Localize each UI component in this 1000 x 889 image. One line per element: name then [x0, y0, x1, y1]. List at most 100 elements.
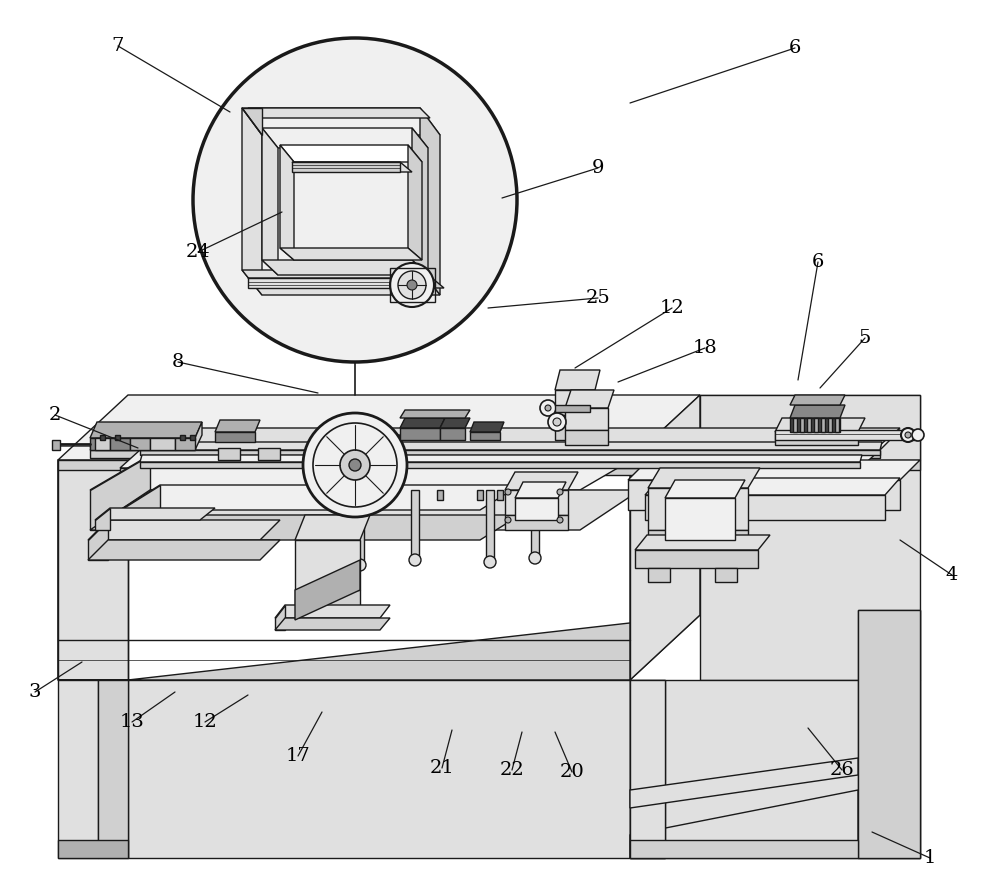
- Text: 5: 5: [859, 329, 871, 347]
- Text: 9: 9: [592, 159, 604, 177]
- Polygon shape: [90, 455, 640, 490]
- Polygon shape: [215, 432, 255, 442]
- Polygon shape: [665, 480, 745, 498]
- Polygon shape: [292, 162, 412, 172]
- Text: 13: 13: [120, 713, 144, 731]
- Polygon shape: [648, 488, 748, 530]
- Polygon shape: [295, 590, 360, 620]
- Polygon shape: [814, 418, 818, 432]
- Text: 6: 6: [812, 253, 824, 271]
- Polygon shape: [275, 618, 390, 630]
- Text: 22: 22: [500, 761, 524, 779]
- Polygon shape: [90, 422, 202, 438]
- Polygon shape: [420, 108, 440, 295]
- Polygon shape: [477, 490, 483, 500]
- Polygon shape: [280, 145, 294, 260]
- Polygon shape: [90, 455, 150, 530]
- Circle shape: [557, 517, 563, 523]
- Polygon shape: [58, 460, 128, 680]
- Polygon shape: [835, 418, 839, 432]
- Polygon shape: [531, 490, 539, 558]
- Polygon shape: [790, 418, 840, 432]
- Polygon shape: [630, 680, 920, 858]
- Polygon shape: [400, 418, 445, 428]
- Polygon shape: [190, 435, 195, 440]
- Polygon shape: [98, 680, 128, 858]
- Circle shape: [505, 517, 511, 523]
- Polygon shape: [700, 395, 920, 680]
- Text: 3: 3: [29, 683, 41, 701]
- Text: 20: 20: [560, 763, 584, 781]
- Circle shape: [390, 263, 434, 307]
- Polygon shape: [248, 108, 430, 118]
- Polygon shape: [130, 438, 150, 450]
- Circle shape: [193, 38, 517, 362]
- Polygon shape: [440, 428, 465, 440]
- Polygon shape: [470, 432, 500, 440]
- Polygon shape: [648, 568, 670, 582]
- Text: 21: 21: [430, 759, 454, 777]
- Polygon shape: [242, 108, 262, 295]
- Text: 12: 12: [193, 713, 217, 731]
- Text: 8: 8: [172, 353, 184, 371]
- Polygon shape: [58, 615, 700, 680]
- Polygon shape: [175, 438, 195, 450]
- Polygon shape: [775, 418, 865, 432]
- Polygon shape: [292, 162, 400, 172]
- Circle shape: [545, 405, 551, 411]
- Polygon shape: [628, 460, 920, 480]
- Polygon shape: [258, 448, 280, 460]
- Polygon shape: [52, 440, 60, 450]
- Polygon shape: [630, 680, 665, 858]
- Polygon shape: [645, 478, 900, 495]
- Polygon shape: [775, 430, 918, 440]
- Polygon shape: [295, 515, 370, 540]
- Polygon shape: [515, 482, 566, 498]
- Polygon shape: [555, 390, 595, 415]
- Polygon shape: [58, 395, 700, 460]
- Text: 12: 12: [660, 299, 684, 317]
- Circle shape: [409, 554, 421, 566]
- Polygon shape: [90, 438, 195, 450]
- Polygon shape: [110, 438, 130, 450]
- Polygon shape: [555, 405, 590, 412]
- Text: 1: 1: [924, 849, 936, 867]
- Polygon shape: [412, 128, 428, 275]
- Polygon shape: [58, 840, 128, 858]
- Circle shape: [557, 489, 563, 495]
- Polygon shape: [120, 450, 880, 468]
- Polygon shape: [242, 270, 440, 295]
- Circle shape: [901, 428, 915, 442]
- Polygon shape: [318, 435, 400, 448]
- Polygon shape: [800, 418, 804, 432]
- Polygon shape: [120, 468, 860, 475]
- Polygon shape: [95, 438, 110, 450]
- Polygon shape: [140, 462, 860, 468]
- Polygon shape: [411, 490, 419, 560]
- Polygon shape: [262, 260, 428, 275]
- Polygon shape: [630, 395, 920, 460]
- Polygon shape: [275, 605, 390, 618]
- Polygon shape: [630, 790, 858, 858]
- Polygon shape: [630, 395, 700, 680]
- Polygon shape: [88, 520, 280, 540]
- Circle shape: [553, 418, 561, 426]
- Polygon shape: [120, 485, 520, 510]
- Polygon shape: [195, 422, 202, 450]
- Circle shape: [340, 450, 370, 480]
- Polygon shape: [497, 490, 503, 500]
- Polygon shape: [58, 460, 630, 470]
- Polygon shape: [140, 442, 882, 450]
- Polygon shape: [180, 435, 185, 440]
- Polygon shape: [565, 430, 608, 445]
- Circle shape: [303, 413, 407, 517]
- Polygon shape: [515, 498, 558, 520]
- Polygon shape: [95, 508, 215, 520]
- Polygon shape: [88, 520, 108, 560]
- Circle shape: [505, 489, 511, 495]
- Polygon shape: [365, 445, 387, 457]
- Polygon shape: [648, 530, 748, 555]
- Polygon shape: [280, 248, 422, 260]
- Polygon shape: [470, 422, 504, 432]
- Polygon shape: [858, 610, 920, 858]
